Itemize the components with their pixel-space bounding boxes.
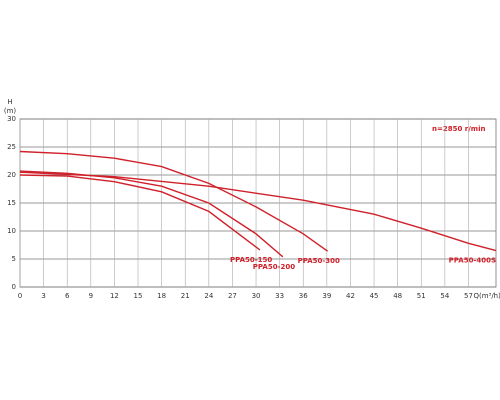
y-tick-label: 20 (7, 171, 16, 179)
y-tick-label: 5 (12, 255, 16, 263)
x-tick-label: 0 (18, 292, 22, 300)
x-tick-label: 48 (393, 292, 402, 300)
y-tick-label: 30 (7, 115, 16, 123)
curve (19, 170, 284, 258)
x-tick-label: 15 (134, 292, 143, 300)
annotation: n=2850 r/min (432, 125, 485, 133)
series-label: PPA50-400S (449, 257, 496, 265)
x-tick-label: 36 (299, 292, 308, 300)
x-tick-label: 3 (41, 292, 45, 300)
x-tick-label: 39 (322, 292, 331, 300)
x-tick-label: 51 (417, 292, 426, 300)
curve (19, 174, 261, 251)
y-tick-label: 10 (7, 227, 16, 235)
y-tick-label: 25 (7, 143, 16, 151)
y-label: H (7, 98, 12, 106)
x-tick-label: 21 (181, 292, 190, 300)
x-tick-label: 27 (228, 292, 237, 300)
x-tick-label: 6 (65, 292, 70, 300)
x-label: Q(m³/h) (473, 292, 500, 300)
x-tick-label: 9 (89, 292, 93, 300)
x-tick-label: 12 (110, 292, 119, 300)
series-label: PPA50-300 (298, 257, 340, 265)
x-tick-label: 45 (370, 292, 379, 300)
x-tick-label: 57 (464, 292, 473, 300)
x-tick-label: 24 (204, 292, 213, 300)
x-tick-label: 18 (157, 292, 166, 300)
series-label: PPA50-200 (253, 263, 295, 271)
x-tick-label: 54 (440, 292, 449, 300)
series-label: PPA50-150 (230, 256, 272, 264)
curve (19, 150, 329, 252)
y-unit: (m) (4, 107, 17, 115)
y-tick-label: 0 (12, 283, 16, 291)
x-tick-label: 30 (252, 292, 261, 300)
x-tick-label: 42 (346, 292, 355, 300)
y-tick-label: 15 (7, 199, 16, 207)
curve (19, 171, 497, 252)
x-tick-label: 33 (275, 292, 284, 300)
